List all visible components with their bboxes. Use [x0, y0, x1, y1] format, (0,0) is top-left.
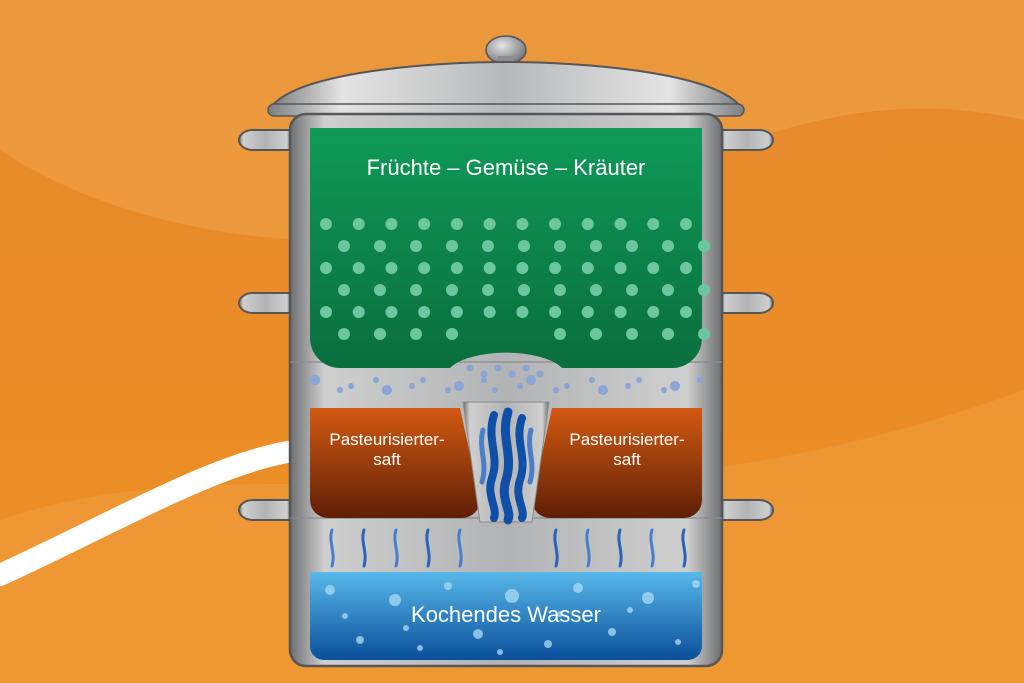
water-label: Kochendes Wasser: [310, 602, 702, 627]
juice-label-left: Pasteurisierter- saft: [312, 430, 462, 469]
diagram-svg: [0, 0, 1024, 683]
diagram-canvas: Früchte – Gemüse – Kräuter Pasteurisiert…: [0, 0, 1024, 683]
juice-label-right: Pasteurisierter- saft: [552, 430, 702, 469]
fruit-label: Früchte – Gemüse – Kräuter: [310, 155, 702, 180]
